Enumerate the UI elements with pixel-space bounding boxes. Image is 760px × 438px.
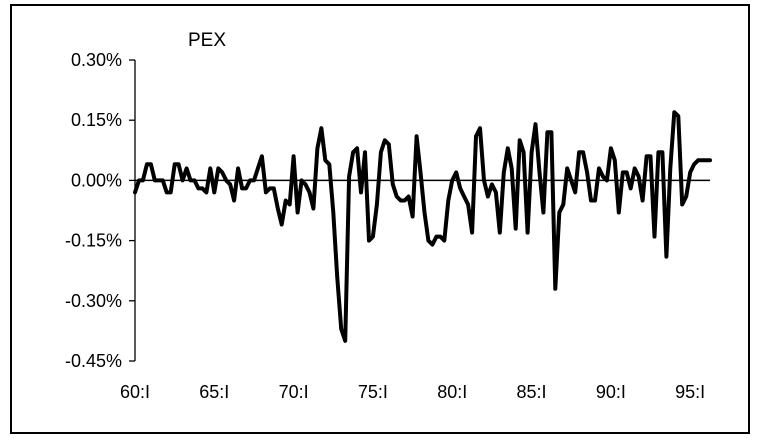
x-tick-label: 85:I	[517, 382, 547, 402]
y-tick-label: -0.45%	[65, 351, 122, 371]
y-tick-label: -0.30%	[65, 291, 122, 311]
y-tick-labels: 0.30% 0.15% 0.00% -0.15% -0.30% -0.45%	[65, 50, 122, 371]
y-tick-label: 0.30%	[71, 50, 122, 70]
y-tick-label: 0.00%	[71, 170, 122, 190]
x-tick-label: 75:I	[358, 382, 388, 402]
axes	[129, 59, 710, 362]
series-group	[133, 110, 712, 343]
x-tick-label: 60:I	[120, 382, 150, 402]
chart-frame	[10, 4, 750, 434]
x-tick-label: 65:I	[199, 382, 229, 402]
y-tick-label: 0.15%	[71, 110, 122, 130]
chart-title: PEX	[188, 30, 226, 51]
x-tick-label: 95:I	[675, 382, 705, 402]
series-line-pex	[133, 110, 712, 343]
x-tick-label: 80:I	[437, 382, 467, 402]
x-tick-label: 70:I	[279, 382, 309, 402]
y-tick-label: -0.15%	[65, 231, 122, 251]
x-tick-labels: 60:I 65:I 70:I 75:I 80:I 85:I 90:I 95:I	[120, 382, 705, 402]
x-tick-label: 90:I	[596, 382, 626, 402]
